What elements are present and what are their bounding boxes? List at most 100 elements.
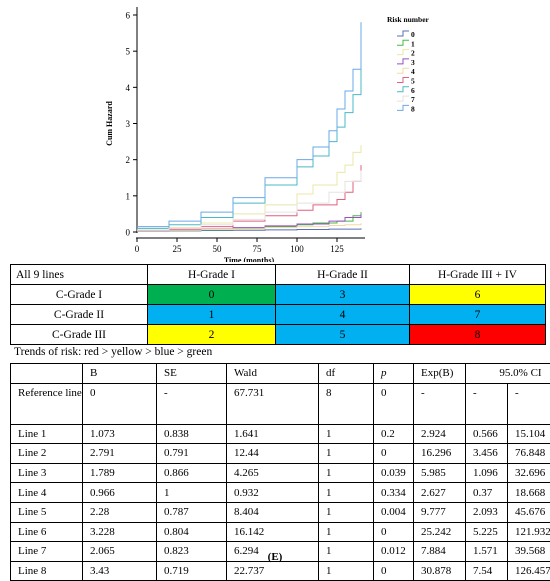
legend-label: 1 [411, 39, 415, 48]
value-cell: 0.719 [157, 561, 227, 581]
grade-column-header: H-Grade I [148, 265, 276, 285]
value-cell: - [508, 383, 550, 424]
value-cell: 1 [319, 424, 374, 444]
value-cell: 3.43 [83, 561, 157, 581]
value-cell: 7.54 [466, 561, 508, 581]
value-cell: 2.627 [414, 483, 466, 503]
grade-corner-cell: All 9 lines [11, 265, 148, 285]
value-cell: 0 [374, 383, 414, 424]
legend-label: 3 [411, 58, 415, 67]
value-cell: 4.265 [227, 463, 319, 483]
y-tick-label: 0 [126, 228, 131, 238]
value-cell: 5.985 [414, 463, 466, 483]
value-cell: 67.731 [227, 383, 319, 424]
value-cell: 0.866 [157, 463, 227, 483]
value-cell: 0.039 [374, 463, 414, 483]
value-cell: 0 [374, 444, 414, 464]
value-cell: 126.457 [508, 561, 550, 581]
row-label-cell: Reference line [11, 383, 83, 424]
risk-cell: 6 [410, 285, 546, 305]
legend-swatch [397, 31, 409, 36]
legend-swatch [397, 87, 409, 92]
value-cell: 9.777 [414, 502, 466, 522]
panel-label: (E) [0, 551, 550, 563]
legend-swatch [397, 40, 409, 45]
legend-title: Risk number [387, 15, 430, 24]
y-tick-label: 1 [126, 191, 131, 201]
value-cell: 0.334 [374, 483, 414, 503]
coef-header-wald: Wald [227, 364, 319, 384]
x-tick-label: 50 [213, 244, 223, 254]
value-cell: 3.456 [466, 444, 508, 464]
row-label-cell: Line 6 [11, 522, 83, 542]
grade-row-label: C-Grade III [11, 325, 148, 345]
legend-label: 0 [411, 30, 415, 39]
value-cell: 0.004 [374, 502, 414, 522]
value-cell: 0.966 [83, 483, 157, 503]
coef-header-expb: Exp(B) [414, 364, 466, 384]
value-cell: 0 [83, 383, 157, 424]
value-cell: - [414, 383, 466, 424]
grade-row: C-Grade II 1 4 7 [11, 305, 546, 325]
y-tick-label: 4 [126, 83, 131, 93]
legend-swatch [397, 68, 409, 73]
row-label-cell: Line 5 [11, 502, 83, 522]
value-cell: 25.242 [414, 522, 466, 542]
row-label-cell: Line 8 [11, 561, 83, 581]
risk-cell: 8 [410, 325, 546, 345]
y-tick-label: 3 [126, 119, 131, 129]
value-cell: 1 [319, 463, 374, 483]
value-cell: 0 [374, 522, 414, 542]
coef-header-row: B SE Wald df p Exp(B) 95.0% CI [11, 364, 550, 384]
value-cell: 2.093 [466, 502, 508, 522]
value-cell: 2.28 [83, 502, 157, 522]
value-cell: 18.668 [508, 483, 550, 503]
value-cell: 16.142 [227, 522, 319, 542]
x-tick-label: 0 [135, 244, 140, 254]
series-line-8 [137, 22, 361, 226]
risk-cell: 7 [410, 305, 546, 325]
value-cell: 45.676 [508, 502, 550, 522]
row-label-cell: Line 4 [11, 483, 83, 503]
value-cell: 1 [319, 483, 374, 503]
value-cell: 0.787 [157, 502, 227, 522]
grade-row-label: C-Grade I [11, 285, 148, 305]
legend-label: 6 [411, 86, 415, 95]
legend-label: 2 [411, 49, 415, 58]
legend-swatch [397, 96, 409, 101]
value-cell: 0.932 [227, 483, 319, 503]
value-cell: 2.924 [414, 424, 466, 444]
row-label-cell: Line 2 [11, 444, 83, 464]
value-cell: 32.696 [508, 463, 550, 483]
row-label-cell: Line 1 [11, 424, 83, 444]
value-cell: 76.848 [508, 444, 550, 464]
value-cell: 12.44 [227, 444, 319, 464]
grade-column-header: H-Grade II [276, 265, 410, 285]
value-cell: 1 [157, 483, 227, 503]
value-cell: 0.838 [157, 424, 227, 444]
value-cell: - [157, 383, 227, 424]
row-label-cell: Line 3 [11, 463, 83, 483]
value-cell: 1.641 [227, 424, 319, 444]
legend-swatch [397, 59, 409, 64]
value-cell: 0.37 [466, 483, 508, 503]
grade-row-label: C-Grade II [11, 305, 148, 325]
grade-header-row: All 9 lines H-Grade I H-Grade II H-Grade… [11, 265, 546, 285]
legend-label: 4 [411, 67, 415, 76]
cox-regression-table: B SE Wald df p Exp(B) 95.0% CI Reference… [10, 363, 550, 581]
value-cell: 8 [319, 383, 374, 424]
x-tick-label: 25 [173, 244, 183, 254]
value-cell: 121.932 [508, 522, 550, 542]
legend-label: 8 [411, 104, 415, 113]
value-cell: 8.404 [227, 502, 319, 522]
risk-trend-note: Trends of risk: red > yellow > blue > gr… [14, 346, 212, 358]
x-tick-label: 75 [253, 244, 263, 254]
